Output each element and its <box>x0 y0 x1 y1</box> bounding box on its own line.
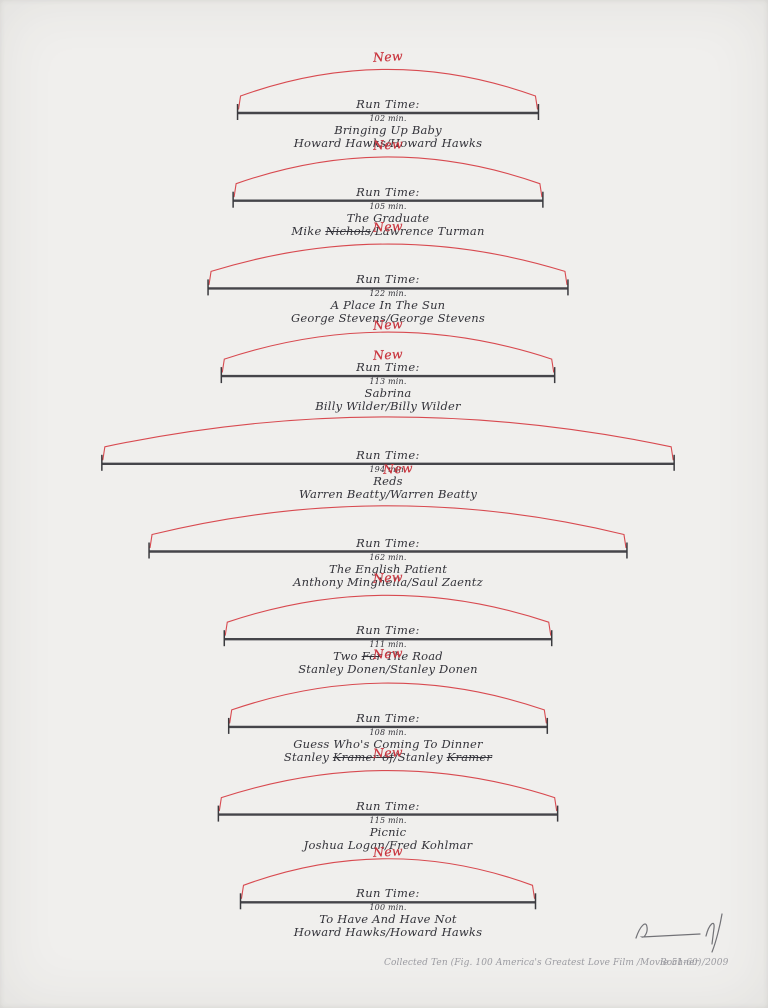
runtime-label: Run Time: <box>356 710 420 725</box>
movie-credits-segment: /Stanley <box>393 749 447 764</box>
runtime-arc <box>229 682 547 724</box>
movie-credits-segment: Howard Hawks/Howard Hawks <box>293 136 483 150</box>
movie-title-segment: Sabrina <box>364 386 412 401</box>
runtime-label: Run Time: <box>356 886 420 901</box>
runtime-minutes: 111 min. <box>369 640 407 650</box>
movie-credits: Stanley Donen/Stanley Donen <box>298 662 478 677</box>
movie-credits-segment: Anthony Minghella/Saul Zaentz <box>293 574 483 589</box>
movie-title-segment: Picnic <box>369 824 407 839</box>
movie-credits-segment: Stanley <box>283 749 333 764</box>
movie-credits-segment: Joshua Logan/Fred Kohlmar <box>303 837 473 852</box>
runtime-label: Run Time: <box>356 360 420 375</box>
movie-title: Picnic <box>369 824 407 839</box>
movie-title-struck-segment: For <box>361 649 383 664</box>
movie-title-segment: The Road <box>382 649 443 664</box>
runtime-arc <box>149 505 627 549</box>
movie-title-segment: The Graduate <box>346 210 430 225</box>
runtime-minutes: 162 min. <box>369 552 407 562</box>
movie-credits-struck-segment: Kramer <box>446 749 493 764</box>
movie-credits: Mike Nichols/Lawrence Turman <box>291 223 485 238</box>
runtime-label: Run Time: <box>356 623 420 638</box>
runtime-label: Run Time: <box>356 447 420 462</box>
movie-credits: Billy Wilder/Billy Wilder <box>315 399 461 414</box>
movie-title-segment: Two <box>333 649 362 664</box>
movie-title-segment: Bringing Up Baby <box>334 123 442 137</box>
runtime-minutes: 100 min. <box>369 903 407 913</box>
runtime-arc <box>102 416 674 461</box>
movie-credits-segment: George Stevens/George Stevens <box>291 311 485 326</box>
runtime-arc <box>224 594 552 636</box>
movie-title: A Place In The Sun <box>331 300 446 312</box>
movie-credits: Howard Hawks/Howard Hawks <box>294 927 482 939</box>
runtime-minutes: 122 min. <box>369 289 407 299</box>
movie-title-segment: Reds <box>373 473 403 488</box>
movie-title-segment: A Place In The Sun <box>330 298 446 313</box>
movie-title: Two For The Road <box>333 649 443 664</box>
runtime-arc <box>238 68 538 110</box>
movie-title: Sabrina <box>364 386 412 401</box>
movie-title: The Graduate <box>346 210 430 225</box>
runtime-minutes: 113 min. <box>369 377 407 387</box>
movie-credits: Joshua Logan/Fred Kohlmar <box>303 837 473 852</box>
movie-credits: Anthony Minghella/Saul Zaentz <box>293 574 483 589</box>
movie-credits-segment: Howard Hawks/Howard Hawks <box>293 925 483 940</box>
runtime-arc <box>233 156 543 198</box>
runtime-label: Run Time: <box>356 184 420 199</box>
runtime-minutes: 194 min. <box>369 464 407 474</box>
movie-title: The English Patient <box>328 561 448 576</box>
runtime-arc <box>221 331 555 373</box>
runtime-label: Run Time: <box>356 798 420 813</box>
runtime-minutes: 102 min. <box>369 114 407 123</box>
movie-title-segment: Guess Who's Coming To Dinner <box>293 736 483 751</box>
movie-title: Guess Who's Coming To Dinner <box>293 736 483 751</box>
runtime-minutes: 105 min. <box>369 201 407 211</box>
movie-credits-segment: /Lawrence Turman <box>370 223 485 238</box>
movie-title: To Have And Have Not <box>319 914 456 926</box>
movie-title: Bringing Up Baby <box>334 123 442 137</box>
movie-credits-segment: Stanley Donen/Stanley Donen <box>298 662 478 677</box>
signature-text: Bochner /2009 <box>660 958 729 968</box>
runtime-label: Run Time: <box>356 272 420 287</box>
runtime-arc <box>208 243 568 285</box>
movie-title-segment: To Have And Have Not <box>319 912 457 927</box>
caption-text: Collected Ten (Fig. 100 America's Greate… <box>384 958 702 968</box>
movie-credits-segment: Warren Beatty/Warren Beatty <box>298 486 478 501</box>
movie-credits-struck-segment: Nichols <box>325 223 371 238</box>
movie-credits-segment: Mike <box>291 223 326 238</box>
movie-title: Reds <box>373 473 403 488</box>
movie-credits-segment: Billy Wilder/Billy Wilder <box>315 399 461 414</box>
movie-credits: Stanley Kramer of/Stanley Kramer <box>283 749 493 764</box>
runtime-minutes: 115 min. <box>369 815 407 825</box>
runtime-label: Run Time: <box>356 97 420 111</box>
runtime-label: Run Time: <box>356 535 420 550</box>
runtime-arc <box>218 770 558 812</box>
movie-credits: Howard Hawks/Howard Hawks <box>293 136 483 150</box>
movie-credits: Warren Beatty/Warren Beatty <box>298 486 478 501</box>
movie-credits-struck-segment: Kramer of <box>332 749 394 764</box>
runtime-arc <box>240 858 536 899</box>
movie-title-segment: The English Patient <box>328 561 448 576</box>
runtime-minutes: 108 min. <box>369 727 407 737</box>
movie-credits: George Stevens/George Stevens <box>291 313 485 325</box>
